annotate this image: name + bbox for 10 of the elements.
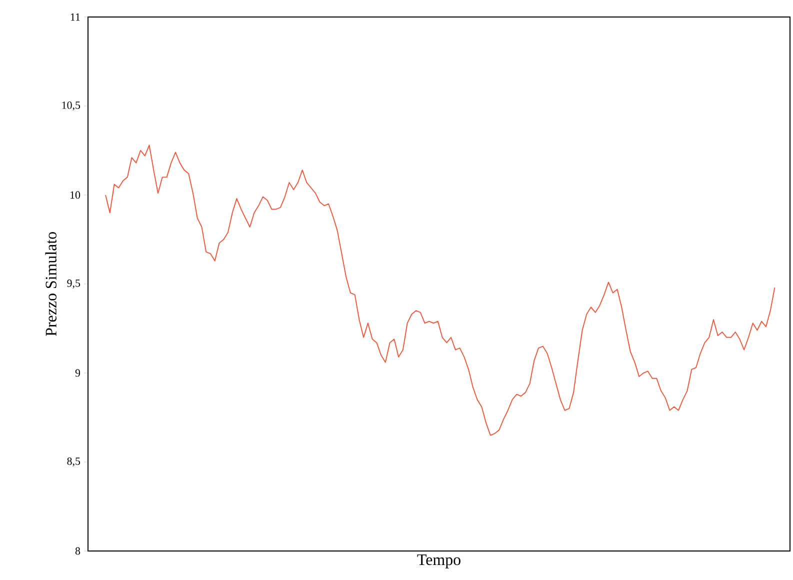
y-tick-label: 8,5 [67, 458, 80, 466]
y-tick-label: 9 [75, 369, 80, 377]
y-tick-label: 8 [75, 547, 80, 555]
y-tick-label: 10 [70, 191, 80, 199]
x-axis-title: Tempo [417, 554, 460, 568]
y-tick-label: 11 [70, 13, 80, 21]
y-axis-title: Prezzo Simulato [45, 232, 56, 336]
line-series [105, 144, 776, 436]
y-tick-label: 10,5 [62, 102, 80, 110]
y-tick-label: 9,5 [67, 280, 80, 288]
